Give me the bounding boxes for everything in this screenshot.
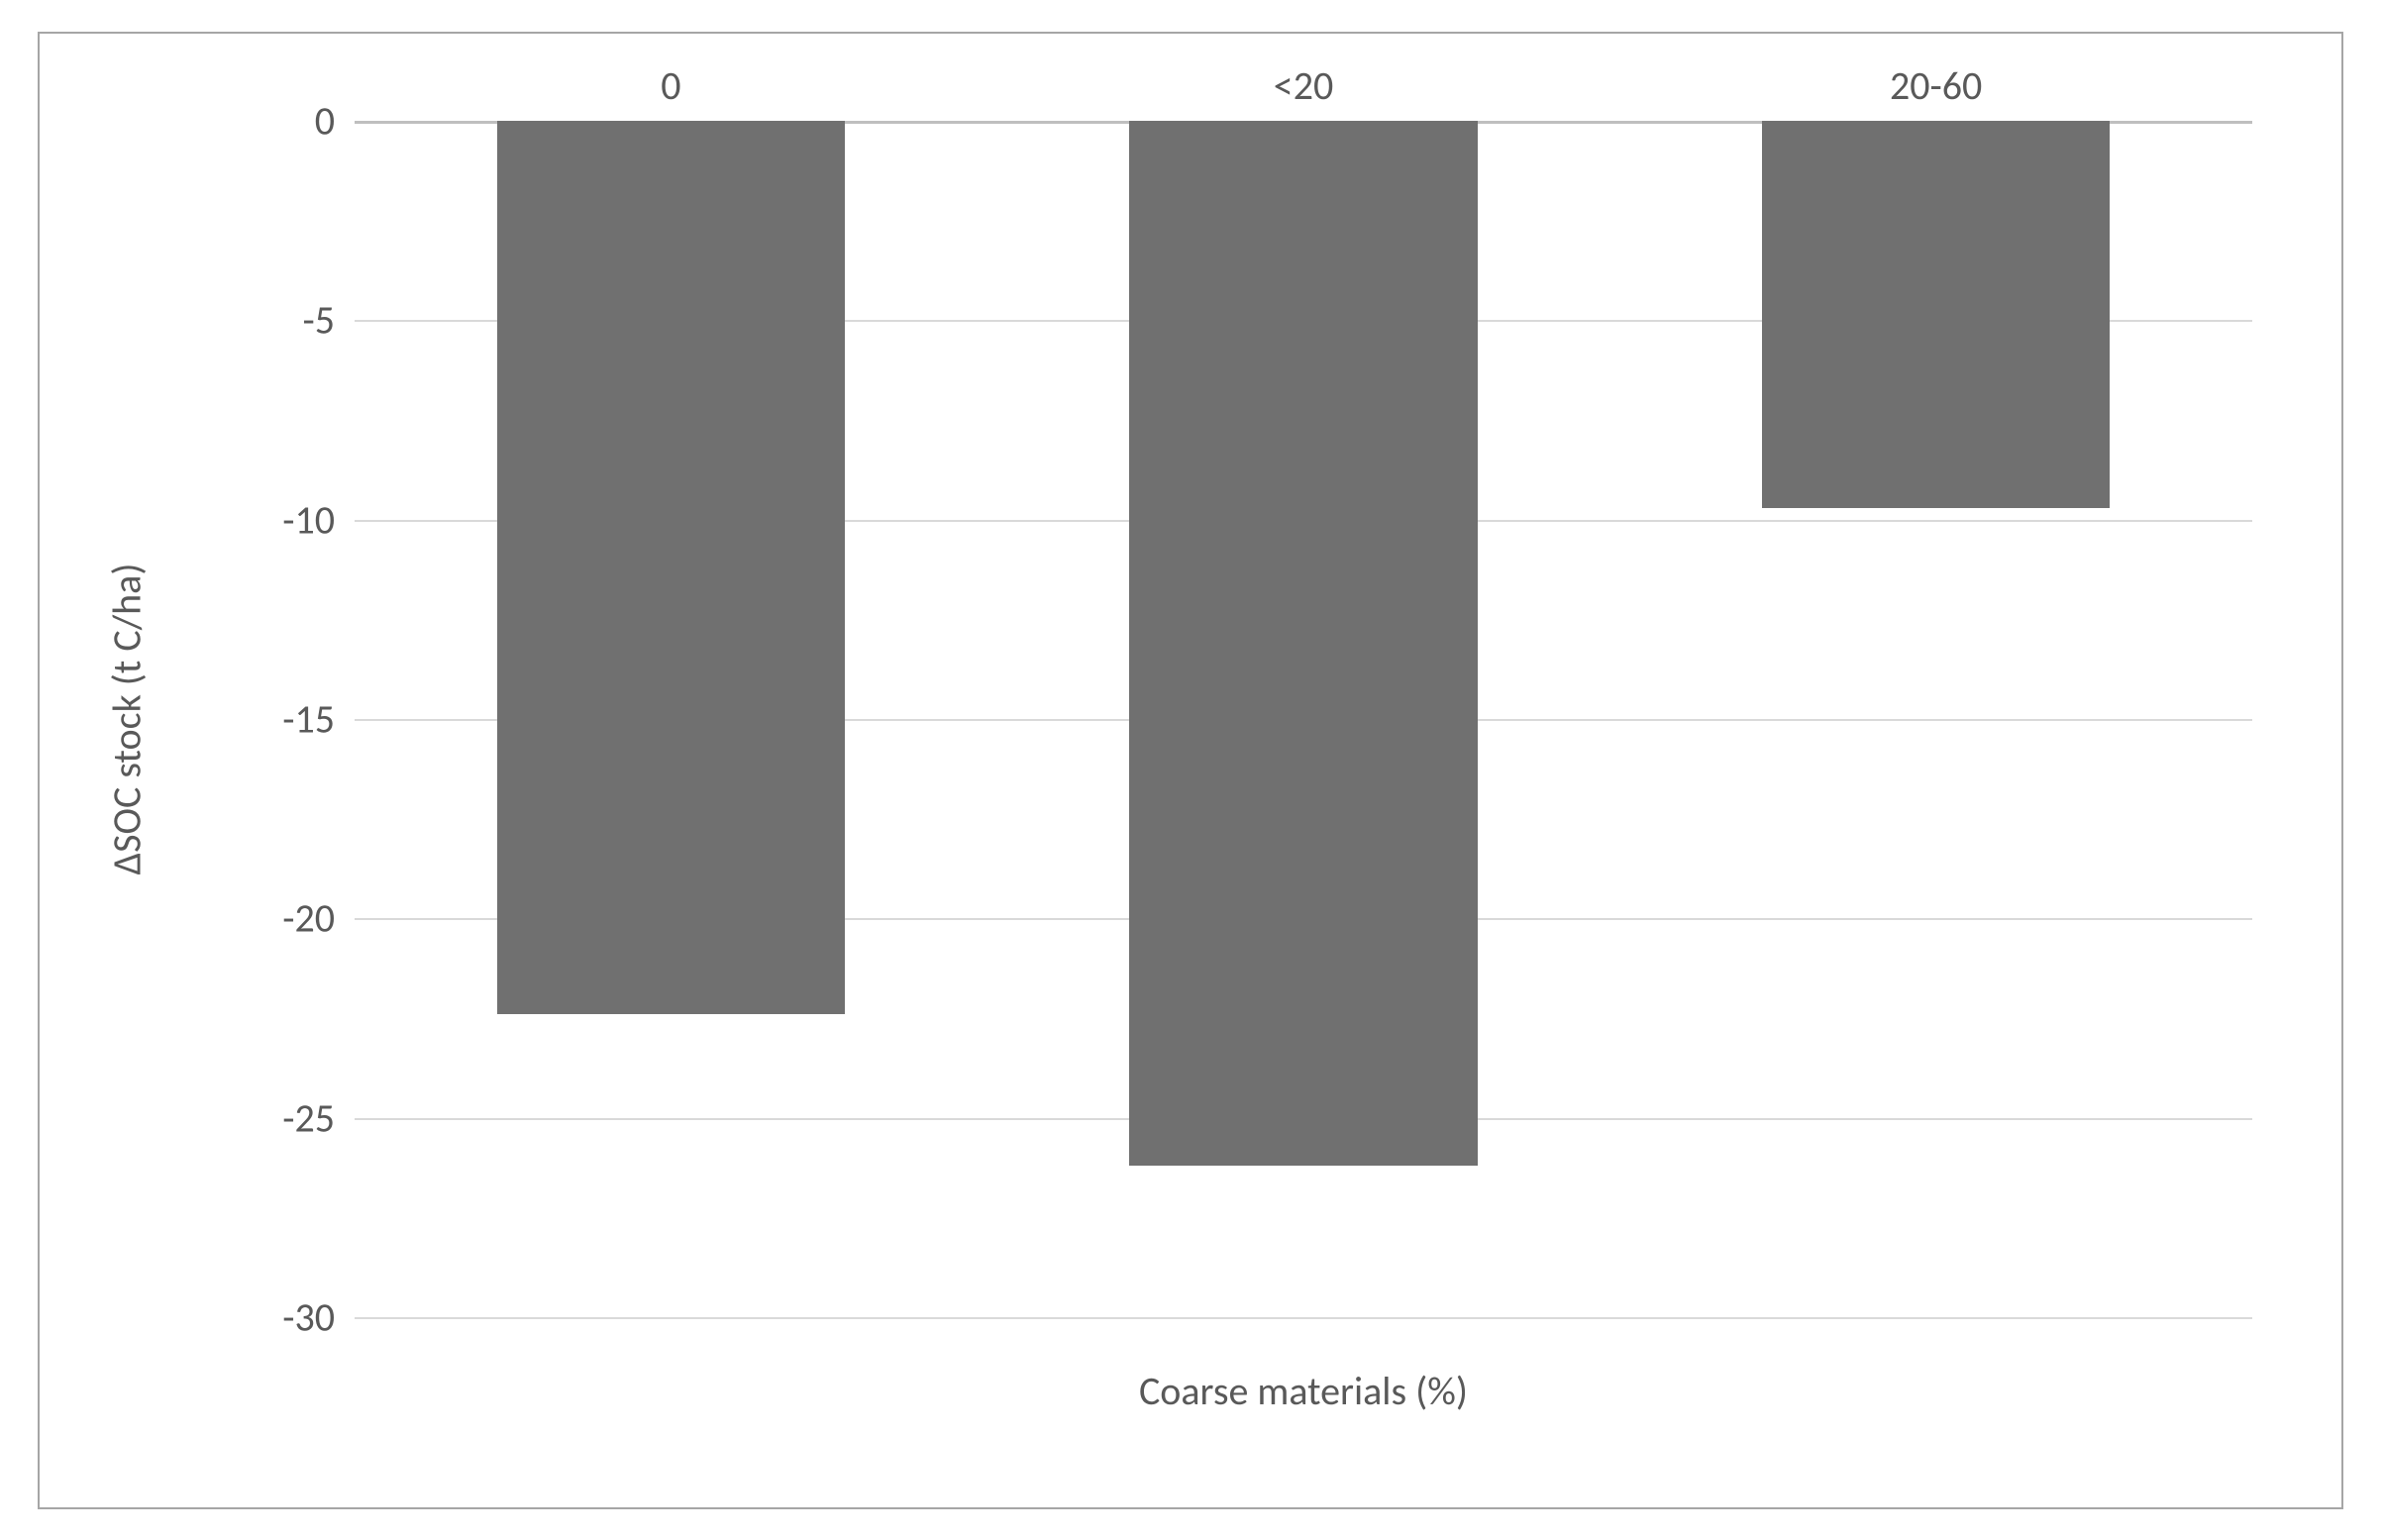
y-tick-label: -30 bbox=[226, 1293, 335, 1342]
bar bbox=[1129, 121, 1477, 1166]
y-tick-label: -5 bbox=[226, 296, 335, 345]
bar bbox=[497, 121, 845, 1014]
y-tick-label: 0 bbox=[226, 97, 335, 146]
plot-area bbox=[355, 121, 2252, 1317]
x-axis-label: Coarse materials (%) bbox=[1139, 1367, 1468, 1415]
y-tick-label: -15 bbox=[226, 695, 335, 744]
bar bbox=[1762, 121, 2110, 508]
y-tick-label: -20 bbox=[226, 894, 335, 943]
x-category-label: 0 bbox=[661, 61, 680, 110]
x-category-label: 20-60 bbox=[1890, 61, 1982, 110]
y-tick-label: -10 bbox=[226, 495, 335, 544]
gridline bbox=[355, 1317, 2252, 1319]
x-category-label: <20 bbox=[1274, 61, 1333, 110]
y-tick-label: -25 bbox=[226, 1093, 335, 1142]
y-axis-label: ΔSOC stock (t C/ha) bbox=[103, 564, 152, 875]
